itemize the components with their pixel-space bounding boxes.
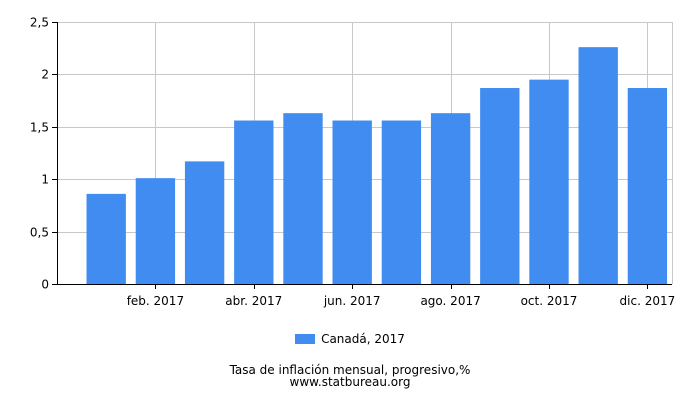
bar [184,161,225,284]
bar [86,193,126,284]
legend: Canadá, 2017 [0,332,700,346]
bar [430,113,471,285]
bar [135,178,176,284]
bars [86,47,668,285]
bar [234,120,274,285]
bar [627,88,668,284]
legend-swatch [295,334,316,344]
x-tick-label: dic. 2017 [620,294,676,308]
y-tick-label: 2 [41,68,49,82]
x-tick-label: abr. 2017 [225,294,282,308]
y-tick-label: 0,5 [30,226,49,240]
source-link[interactable]: www.statbureau.org [289,375,411,389]
x-tick-label: jun. 2017 [323,294,381,308]
bar [283,113,323,285]
x-tick-label: feb. 2017 [127,294,184,308]
y-tick-label: 2,5 [30,16,49,30]
axes [52,22,672,289]
bar [480,88,520,284]
legend-label: Canadá, 2017 [321,332,405,346]
y-axis-labels: 0 0,5 1 1,5 2 2,5 [30,16,49,292]
bar [332,120,372,285]
y-tick-label: 0 [41,278,49,292]
bar [578,47,618,284]
x-tick-label: oct. 2017 [521,294,578,308]
chart-title: Tasa de inflación mensual, progresivo,% [229,363,471,377]
y-tick-label: 1,5 [30,121,49,135]
x-tick-label: ago. 2017 [420,294,480,308]
bar [381,120,422,285]
x-axis-labels: feb. 2017 abr. 2017 jun. 2017 ago. 2017 oct.… [127,294,676,308]
y-tick-label: 1 [41,173,49,187]
bar [529,79,569,284]
